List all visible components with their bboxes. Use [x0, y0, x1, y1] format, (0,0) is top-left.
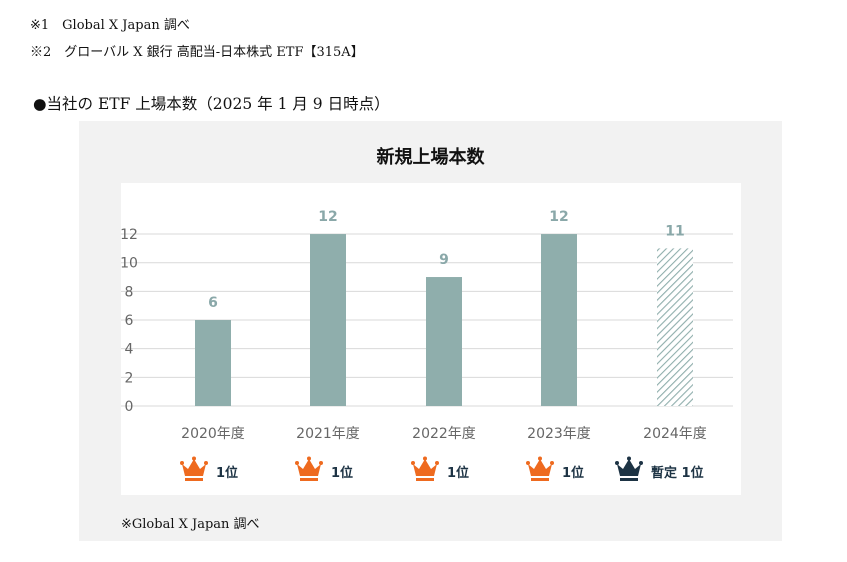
bar [541, 234, 577, 406]
note-1: ※1 Global X Japan 調べ [30, 18, 190, 33]
crown-jewel [639, 461, 643, 465]
y-tick-label: 10 [120, 256, 138, 272]
crown-jewel [538, 456, 542, 461]
data-label: 12 [318, 209, 337, 225]
y-tick-label: 2 [125, 370, 134, 386]
crown-base [620, 478, 638, 481]
data-label: 9 [439, 252, 449, 268]
crown-jewel [435, 461, 439, 465]
x-tick-label: 2020年度 [181, 426, 245, 442]
crown-jewel [192, 456, 196, 461]
rank-label: 1位 [331, 465, 353, 481]
bar [310, 234, 346, 406]
crown-jewel [319, 461, 323, 465]
crown-base [416, 478, 434, 481]
crown-orange-icon [180, 456, 208, 481]
crown-jewel [411, 461, 415, 465]
crown-jewel [526, 461, 530, 465]
note-2: ※2 グローバル X 銀行 高配当-日本株式 ETF【315A】 [30, 45, 364, 60]
crown-jewel [423, 456, 427, 461]
x-tick-label: 2022年度 [412, 426, 476, 442]
y-tick-label: 8 [125, 284, 134, 300]
crown-shape [617, 459, 641, 476]
y-tick-label: 6 [125, 313, 134, 329]
chart-title: 新規上場本数 [376, 147, 485, 168]
crown-shape [182, 459, 206, 476]
bar-chart: 0 2 4 6 8 10 12 6 2020年度 1位 12 2021年度 1位 9 2022年度 1位 12 2… [120, 209, 733, 481]
chart-source-note: ※Global X Japan 調べ [121, 517, 260, 532]
crown-orange-icon [526, 456, 554, 481]
x-tick-label: 2024年度 [643, 426, 707, 442]
x-tick-label: 2021年度 [296, 426, 360, 442]
bar [426, 277, 462, 406]
crown-base [300, 478, 318, 481]
crown-jewel [204, 461, 208, 465]
rank-label: 暫定 1位 [651, 465, 704, 481]
crown-jewel [180, 461, 184, 465]
data-label: 11 [665, 223, 684, 239]
crown-base [531, 478, 549, 481]
crown-orange-icon [411, 456, 439, 481]
crown-jewel [550, 461, 554, 465]
rank-label: 1位 [216, 465, 238, 481]
bar [657, 248, 693, 406]
data-label: 6 [208, 295, 218, 311]
section-title: ●当社の ETF 上場本数（2025 年 1 月 9 日時点） [33, 95, 390, 113]
chart-panel: 新規上場本数 0 2 4 6 8 10 12 6 2020年度 1位 12 2021年度 1位 9 2022… [79, 121, 782, 541]
crown-shape [297, 459, 321, 476]
y-tick-label: 4 [125, 342, 134, 358]
y-tick-label: 0 [125, 399, 134, 415]
rank-label: 1位 [447, 465, 469, 481]
data-label: 12 [549, 209, 568, 225]
y-tick-label: 12 [120, 227, 138, 243]
rank-label: 1位 [562, 465, 584, 481]
crown-base [185, 478, 203, 481]
bar [195, 320, 231, 406]
crown-shape [528, 459, 552, 476]
x-tick-label: 2023年度 [527, 426, 591, 442]
crown-jewel [295, 461, 299, 465]
crown-dark-icon [615, 456, 643, 481]
crown-jewel [615, 461, 619, 465]
crown-jewel [627, 456, 631, 461]
crown-orange-icon [295, 456, 323, 481]
crown-jewel [307, 456, 311, 461]
crown-shape [413, 459, 437, 476]
